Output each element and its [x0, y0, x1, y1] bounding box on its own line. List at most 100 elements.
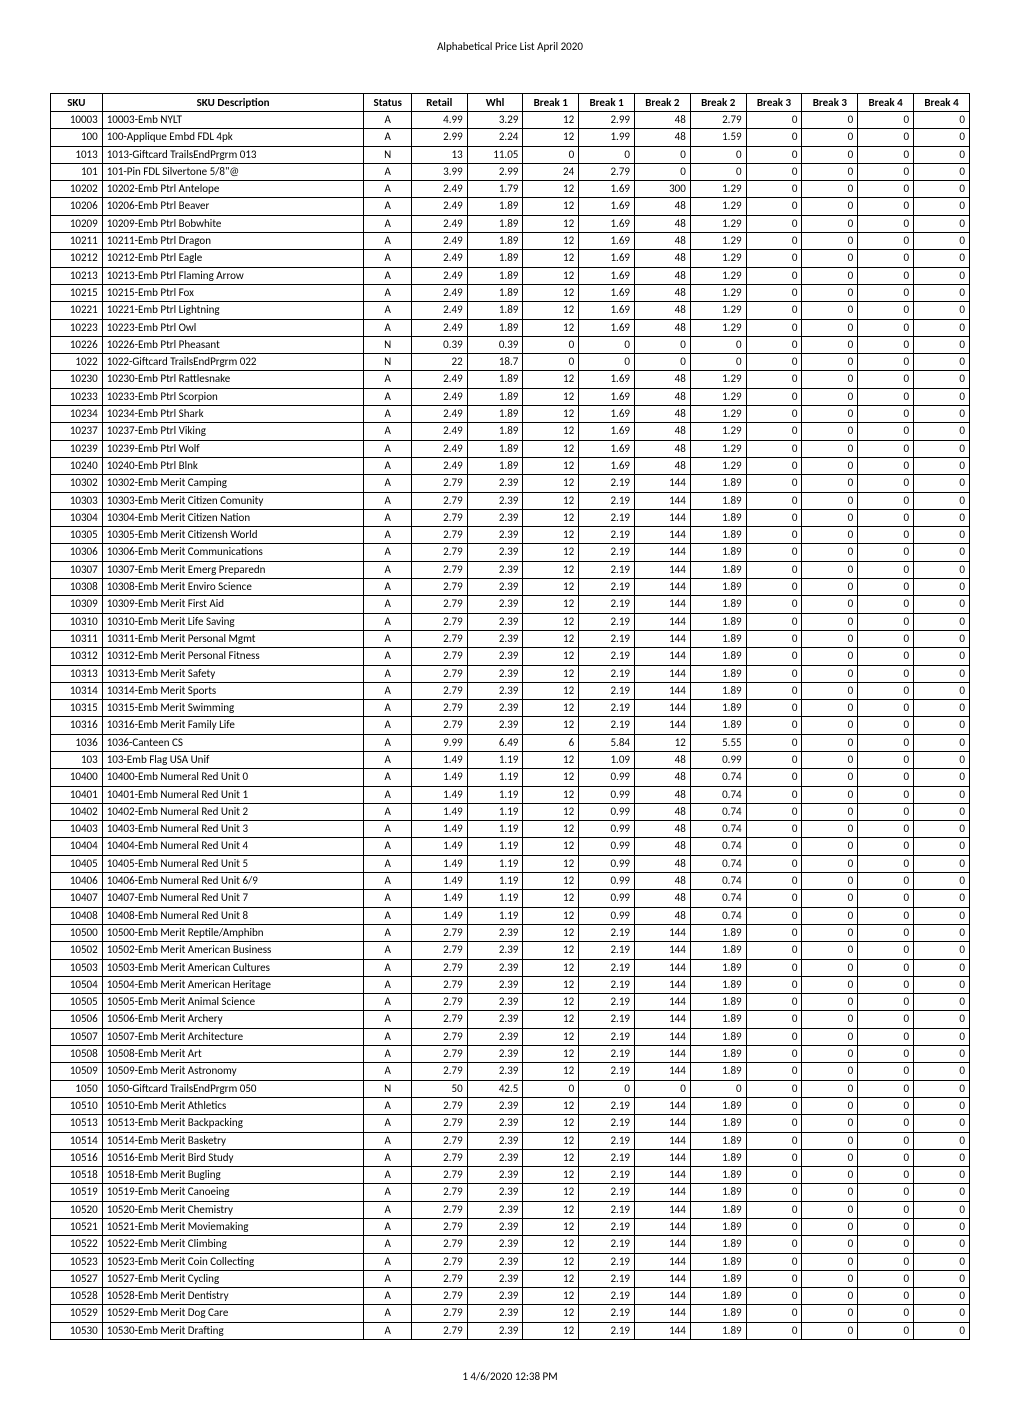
- table-cell: 0: [746, 596, 802, 613]
- table-cell: A: [364, 1011, 411, 1028]
- table-cell: 48: [634, 821, 690, 838]
- table-cell: 144: [634, 1236, 690, 1253]
- table-cell: 0: [858, 215, 914, 232]
- table-cell: 2.79: [411, 1236, 467, 1253]
- table-cell: 48: [634, 803, 690, 820]
- table-cell: 144: [634, 924, 690, 941]
- column-header: Status: [364, 94, 411, 112]
- table-cell: 0: [914, 319, 970, 336]
- table-cell: 10405: [51, 855, 103, 872]
- table-cell: 2.79: [411, 976, 467, 993]
- table-cell: 48: [634, 267, 690, 284]
- table-cell: 2.49: [411, 250, 467, 267]
- table-cell: 2.19: [579, 527, 635, 544]
- table-cell: 1.69: [579, 250, 635, 267]
- table-cell: A: [364, 838, 411, 855]
- table-cell: 1.99: [579, 129, 635, 146]
- table-row: 1052110521-Emb Merit MoviemakingA2.792.3…: [51, 1219, 970, 1236]
- table-cell: 10212-Emb Ptrl Eagle: [102, 250, 364, 267]
- table-cell: 0: [802, 267, 858, 284]
- table-cell: 0: [858, 630, 914, 647]
- table-cell: A: [364, 924, 411, 941]
- table-cell: 144: [634, 475, 690, 492]
- table-cell: 0: [802, 527, 858, 544]
- table-cell: 0: [802, 1080, 858, 1097]
- table-cell: 10530: [51, 1322, 103, 1339]
- table-cell: 0: [802, 630, 858, 647]
- table-cell: 0: [914, 579, 970, 596]
- table-cell: 1.19: [467, 751, 523, 768]
- table-cell: A: [364, 423, 411, 440]
- table-cell: 0: [914, 198, 970, 215]
- table-row: 1031310313-Emb Merit SafetyA2.792.39122.…: [51, 665, 970, 682]
- table-cell: 0: [746, 544, 802, 561]
- table-cell: 12: [523, 682, 579, 699]
- table-cell: A: [364, 1270, 411, 1287]
- table-row: 1030610306-Emb Merit CommunicationsA2.79…: [51, 544, 970, 561]
- table-cell: 0: [746, 492, 802, 509]
- table-cell: 10521-Emb Merit Moviemaking: [102, 1219, 364, 1236]
- table-cell: 0: [914, 907, 970, 924]
- table-cell: 0: [802, 371, 858, 388]
- table-cell: 0: [579, 1080, 635, 1097]
- table-cell: 0: [914, 544, 970, 561]
- table-cell: 10403: [51, 821, 103, 838]
- table-cell: 0: [858, 146, 914, 163]
- table-cell: 0: [802, 492, 858, 509]
- table-cell: 48: [634, 873, 690, 890]
- table-cell: 2.79: [411, 1270, 467, 1287]
- table-cell: 0: [858, 1080, 914, 1097]
- table-cell: 0: [746, 1115, 802, 1132]
- table-cell: 10308: [51, 579, 103, 596]
- table-cell: 50: [411, 1080, 467, 1097]
- table-cell: 101: [51, 163, 103, 180]
- table-row: 1050910509-Emb Merit AstronomyA2.792.391…: [51, 1063, 970, 1080]
- table-row: 1030410304-Emb Merit Citizen NationA2.79…: [51, 509, 970, 526]
- column-header: Break 3: [746, 94, 802, 112]
- table-row: 1021310213-Emb Ptrl Flaming ArrowA2.491.…: [51, 267, 970, 284]
- table-cell: 0: [746, 855, 802, 872]
- table-cell: 2.79: [411, 682, 467, 699]
- table-cell: 0: [914, 682, 970, 699]
- table-cell: 10302: [51, 475, 103, 492]
- table-cell: 10212: [51, 250, 103, 267]
- table-row: 1050810508-Emb Merit ArtA2.792.39122.191…: [51, 1046, 970, 1063]
- table-row: 1021110211-Emb Ptrl DragonA2.491.89121.6…: [51, 233, 970, 250]
- table-cell: 0: [523, 354, 579, 371]
- table-cell: 0: [802, 406, 858, 423]
- table-cell: 10509: [51, 1063, 103, 1080]
- column-header: SKU: [51, 94, 103, 112]
- table-row: 1031110311-Emb Merit Personal MgmtA2.792…: [51, 630, 970, 647]
- table-cell: 10519-Emb Merit Canoeing: [102, 1184, 364, 1201]
- table-row: 10131013-Giftcard TrailsEndPrgrm 013N131…: [51, 146, 970, 163]
- table-cell: 1.19: [467, 855, 523, 872]
- table-cell: 1.19: [467, 821, 523, 838]
- table-cell: 2.19: [579, 613, 635, 630]
- table-cell: 1.89: [690, 648, 746, 665]
- table-cell: 0: [746, 803, 802, 820]
- table-cell: 2.99: [411, 129, 467, 146]
- table-cell: 0: [802, 994, 858, 1011]
- table-cell: N: [364, 1080, 411, 1097]
- table-cell: 0: [914, 388, 970, 405]
- table-cell: A: [364, 284, 411, 301]
- table-cell: 0: [579, 336, 635, 353]
- table-cell: 10211-Emb Ptrl Dragon: [102, 233, 364, 250]
- table-cell: A: [364, 215, 411, 232]
- table-cell: 1.19: [467, 890, 523, 907]
- table-cell: 4.99: [411, 112, 467, 129]
- table-cell: 144: [634, 1132, 690, 1149]
- table-row: 1051010510-Emb Merit AthleticsA2.792.391…: [51, 1097, 970, 1114]
- table-cell: 0: [914, 1097, 970, 1114]
- table-cell: 0: [802, 1063, 858, 1080]
- table-cell: 12: [523, 267, 579, 284]
- table-row: 1052810528-Emb Merit DentistryA2.792.391…: [51, 1288, 970, 1305]
- table-cell: 1.29: [690, 388, 746, 405]
- table-cell: 144: [634, 1097, 690, 1114]
- table-cell: 1.49: [411, 890, 467, 907]
- table-cell: 1.29: [690, 371, 746, 388]
- table-cell: 1022: [51, 354, 103, 371]
- table-cell: 2.39: [467, 544, 523, 561]
- table-cell: 2.79: [411, 717, 467, 734]
- table-cell: 0: [858, 181, 914, 198]
